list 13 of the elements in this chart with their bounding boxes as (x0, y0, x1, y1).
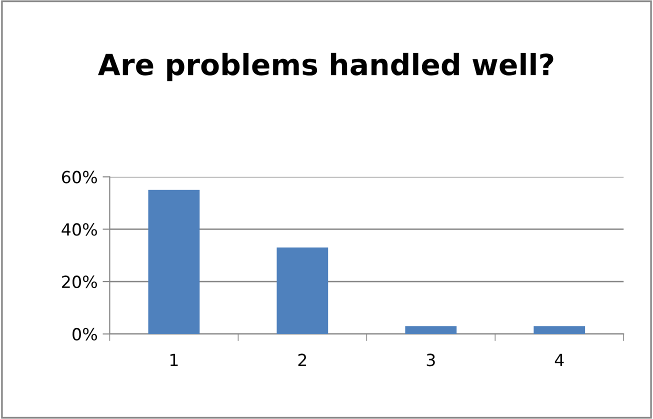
bar (534, 326, 586, 334)
x-tick-label: 3 (426, 354, 435, 366)
x-tick-label: 2 (298, 354, 306, 366)
bar (276, 248, 328, 334)
x-tick-label: 4 (554, 354, 564, 366)
chart-title: Are problems handled well? (98, 52, 554, 82)
x-tick-label: 1 (170, 354, 178, 366)
y-tick-label: 0% (72, 328, 97, 341)
y-tick-label: 60% (62, 170, 97, 184)
bar (405, 326, 457, 334)
y-tick-label: 20% (62, 276, 97, 288)
y-tick-label: 40% (62, 223, 97, 236)
bar (148, 190, 200, 334)
